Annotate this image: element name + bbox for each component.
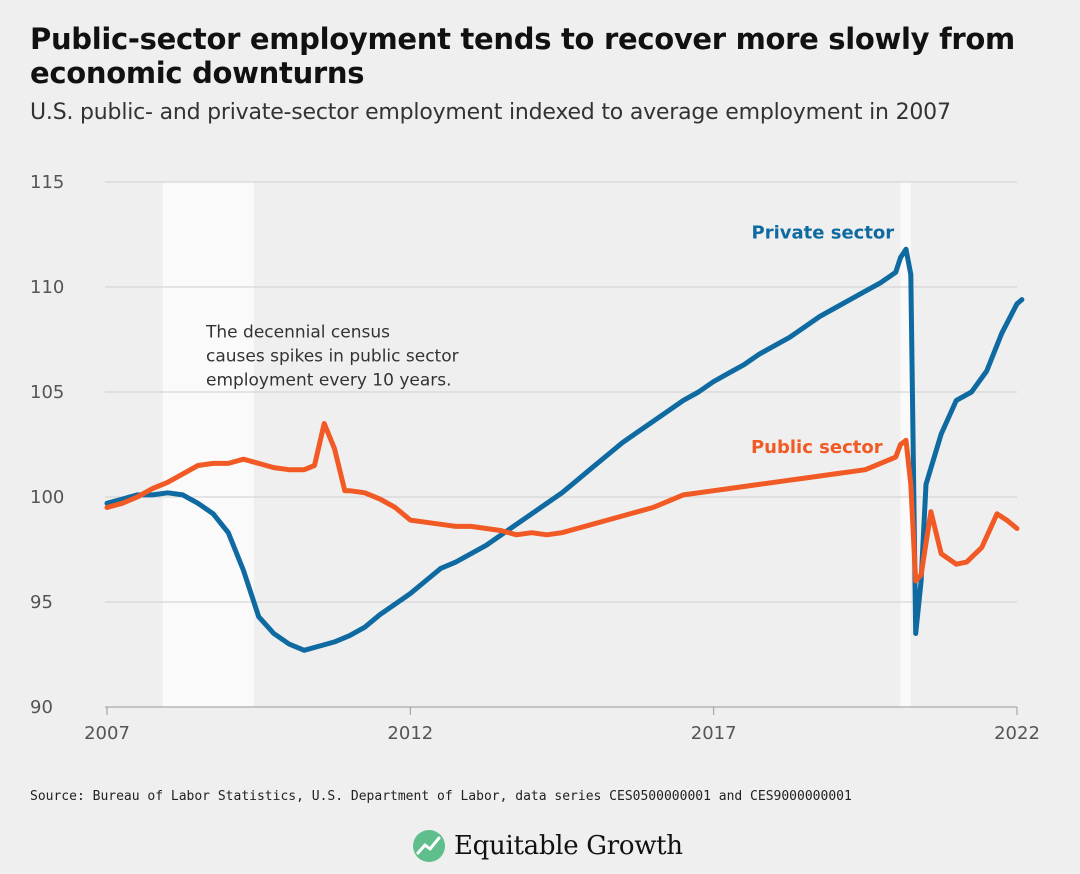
series-label-private: Private sector bbox=[752, 223, 895, 244]
y-tick-label-115: 115 bbox=[30, 172, 64, 193]
series-line-public bbox=[104, 421, 1020, 584]
source-note: Source: Bureau of Labor Statistics, U.S.… bbox=[30, 789, 852, 804]
y-tick-label-95: 95 bbox=[30, 592, 53, 613]
annotation-line-2: employment every 10 years. bbox=[206, 370, 452, 390]
equitable-growth-icon bbox=[413, 830, 445, 862]
chart-subtitle: U.S. public- and private-sector employme… bbox=[30, 100, 951, 125]
annotation-line-1: causes spikes in public sector bbox=[206, 346, 459, 366]
brand-logo: Equitable Growth bbox=[412, 826, 683, 866]
y-tick-label-110: 110 bbox=[30, 277, 64, 298]
x-tick-label-2012: 2012 bbox=[387, 723, 433, 744]
y-tick-label-100: 100 bbox=[30, 487, 64, 508]
chart-title: Public-sector employment tends to recove… bbox=[30, 22, 1015, 90]
y-tick-label-90: 90 bbox=[30, 697, 53, 718]
x-tick-label-2007: 2007 bbox=[84, 723, 130, 744]
series-label-public: Public sector bbox=[751, 437, 883, 458]
annotation-line-0: The decennial census bbox=[205, 322, 390, 342]
series-line-private bbox=[104, 246, 1025, 653]
x-tick-label-2017: 2017 bbox=[691, 723, 737, 744]
brand-name: Equitable Growth bbox=[454, 831, 683, 861]
recession-band-0 bbox=[162, 182, 254, 707]
x-tick-label-2022: 2022 bbox=[994, 723, 1040, 744]
y-tick-label-105: 105 bbox=[30, 382, 64, 403]
